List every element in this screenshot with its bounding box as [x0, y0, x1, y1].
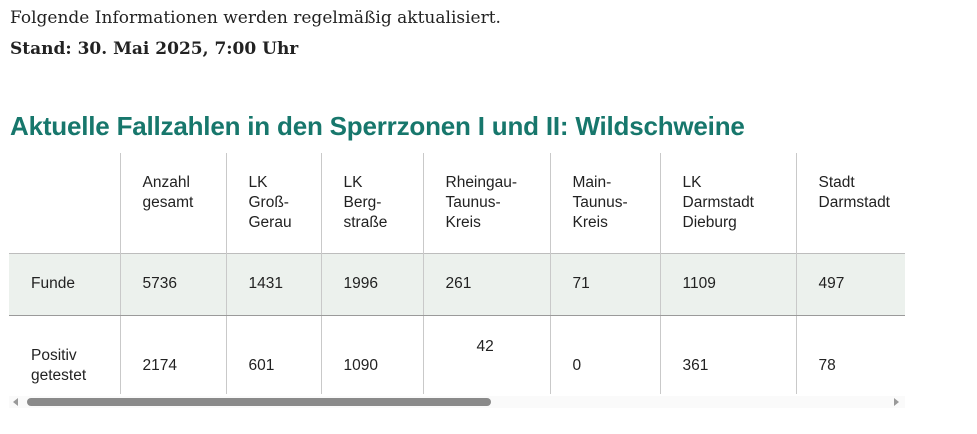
- table-row: Funde 5736 1431 1996 261 71 1109 497: [9, 252, 905, 316]
- table-cell: 601: [225, 315, 321, 394]
- column-header: Stadt Darmstadt: [795, 153, 905, 253]
- table-cell: 71: [549, 252, 660, 316]
- table-cell: 78: [795, 315, 905, 394]
- table-cell: 1090: [320, 315, 423, 394]
- row-label: Funde: [9, 252, 120, 316]
- scroll-left-arrow-icon[interactable]: [13, 398, 18, 406]
- table-cell: 261: [422, 252, 550, 316]
- intro-text: Folgende Informationen werden regelmäßig…: [10, 8, 501, 28]
- section-title: Aktuelle Fallzahlen in den Sperrzonen I …: [10, 111, 745, 141]
- row-label: Positiv getestet: [31, 346, 87, 384]
- column-header: [9, 153, 120, 253]
- scroll-right-arrow-icon[interactable]: [894, 398, 899, 406]
- status-date: Stand: 30. Mai 2025, 7:00 Uhr: [10, 39, 299, 59]
- horizontal-scrollbar[interactable]: [9, 396, 905, 408]
- table-cell: 497: [795, 252, 905, 316]
- table-cell: 0: [549, 315, 660, 394]
- table-cell: 1996: [320, 252, 423, 316]
- table-cell: 1109: [659, 252, 796, 316]
- case-table: Anzahl gesamt LK Groß- Gerau LK Berg- stra…: [9, 153, 905, 394]
- table-scroll-container[interactable]: Anzahl gesamt LK Groß- Gerau LK Berg- stra…: [9, 153, 905, 394]
- table-row: Positiv getestet 2174 601 1090 42 0 361 78: [9, 315, 905, 394]
- scrollbar-thumb[interactable]: [27, 398, 491, 406]
- table-cell: 361: [659, 315, 796, 394]
- column-header: Anzahl gesamt: [119, 153, 226, 253]
- column-header: Rheingau- Taunus- Kreis: [422, 153, 550, 253]
- table-cell: 5736: [119, 252, 226, 316]
- table-cell: 2174: [119, 315, 226, 394]
- column-header: LK Groß- Gerau: [225, 153, 321, 253]
- table-cell: 42: [422, 315, 550, 394]
- table-cell: 1431: [225, 252, 321, 316]
- column-header: LK Darmstadt Dieburg: [659, 153, 796, 253]
- column-header: LK Berg- straße: [320, 153, 423, 253]
- column-header: Main- Taunus- Kreis: [549, 153, 660, 253]
- header-row: Anzahl gesamt LK Groß- Gerau LK Berg- stra…: [9, 153, 905, 253]
